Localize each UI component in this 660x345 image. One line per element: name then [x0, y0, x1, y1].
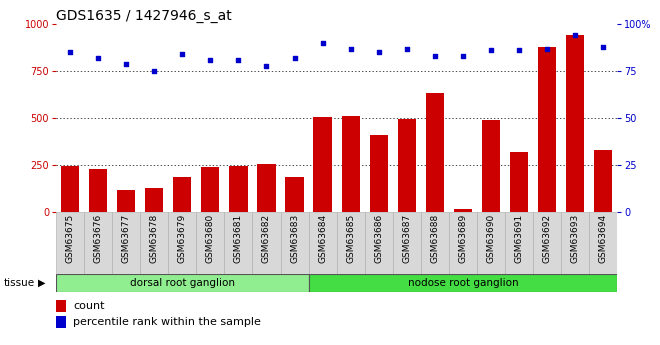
Text: GSM63681: GSM63681	[234, 214, 243, 263]
Bar	[89, 169, 108, 212]
Bar	[168, 212, 197, 274]
Bar	[505, 212, 533, 274]
Bar	[566, 36, 584, 212]
Bar	[561, 212, 589, 274]
Text: GSM63694: GSM63694	[599, 214, 608, 263]
Text: GSM63688: GSM63688	[430, 214, 440, 263]
Bar	[477, 212, 505, 274]
Bar	[314, 117, 332, 212]
Bar	[594, 150, 612, 212]
Point	[65, 50, 75, 55]
Point	[457, 53, 468, 59]
Bar	[197, 212, 224, 274]
Bar	[229, 166, 248, 212]
Bar	[112, 212, 140, 274]
Bar	[370, 135, 388, 212]
Text: dorsal root ganglion: dorsal root ganglion	[130, 278, 235, 288]
Point	[93, 55, 104, 61]
Bar	[337, 212, 365, 274]
Point	[317, 40, 328, 46]
Point	[542, 46, 552, 51]
Bar	[341, 116, 360, 212]
Text: GSM63684: GSM63684	[318, 214, 327, 263]
Bar	[365, 212, 393, 274]
Bar	[482, 120, 500, 212]
Point	[205, 57, 216, 63]
Point	[598, 44, 609, 49]
Text: GSM63686: GSM63686	[374, 214, 383, 263]
Point	[513, 48, 524, 53]
Bar	[510, 152, 528, 212]
Point	[233, 57, 244, 63]
Point	[289, 55, 300, 61]
Point	[261, 63, 272, 68]
Bar	[285, 177, 304, 212]
Bar	[140, 212, 168, 274]
Text: GSM63693: GSM63693	[570, 214, 579, 263]
Text: nodose root ganglion: nodose root ganglion	[407, 278, 518, 288]
Text: GSM63682: GSM63682	[262, 214, 271, 263]
Text: GSM63676: GSM63676	[94, 214, 103, 263]
Text: GSM63683: GSM63683	[290, 214, 299, 263]
Bar	[538, 47, 556, 212]
Bar	[449, 212, 477, 274]
Point	[401, 46, 412, 51]
Text: GSM63677: GSM63677	[121, 214, 131, 263]
Text: GSM63675: GSM63675	[65, 214, 75, 263]
Text: ▶: ▶	[38, 278, 46, 288]
Text: GDS1635 / 1427946_s_at: GDS1635 / 1427946_s_at	[56, 9, 232, 23]
Text: GSM63692: GSM63692	[543, 214, 552, 263]
Bar	[61, 166, 79, 212]
Point	[345, 46, 356, 51]
Point	[374, 50, 384, 55]
Text: percentile rank within the sample: percentile rank within the sample	[73, 317, 261, 327]
Bar	[280, 212, 309, 274]
Point	[430, 53, 440, 59]
Point	[149, 68, 160, 74]
Point	[121, 61, 131, 66]
Bar	[224, 212, 252, 274]
Bar	[453, 209, 472, 212]
Bar	[252, 212, 280, 274]
Bar	[257, 164, 276, 212]
Point	[177, 51, 187, 57]
Bar	[421, 212, 449, 274]
Bar	[84, 212, 112, 274]
Bar	[309, 274, 617, 292]
Bar	[309, 212, 337, 274]
Text: GSM63685: GSM63685	[346, 214, 355, 263]
Bar	[397, 119, 416, 212]
Point	[570, 33, 580, 38]
Bar	[56, 212, 84, 274]
Bar	[393, 212, 421, 274]
Text: GSM63678: GSM63678	[150, 214, 159, 263]
Bar	[117, 190, 135, 212]
Bar	[56, 300, 66, 312]
Text: count: count	[73, 302, 104, 311]
Text: tissue: tissue	[3, 278, 34, 288]
Text: GSM63687: GSM63687	[402, 214, 411, 263]
Bar	[145, 188, 164, 212]
Bar	[589, 212, 617, 274]
Bar	[56, 316, 66, 328]
Text: GSM63679: GSM63679	[178, 214, 187, 263]
Bar	[426, 93, 444, 212]
Text: GSM63691: GSM63691	[514, 214, 523, 263]
Bar	[201, 167, 220, 212]
Point	[486, 48, 496, 53]
Text: GSM63680: GSM63680	[206, 214, 215, 263]
Text: GSM63689: GSM63689	[458, 214, 467, 263]
Bar	[173, 177, 191, 212]
Bar	[533, 212, 561, 274]
Bar	[56, 274, 309, 292]
Text: GSM63690: GSM63690	[486, 214, 496, 263]
